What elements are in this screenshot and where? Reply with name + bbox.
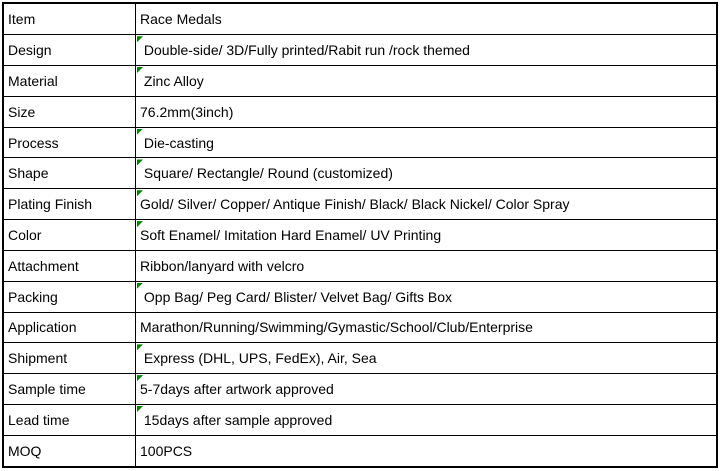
row-value: Double-side/ 3D/Fully printed/Rabit run …: [135, 34, 718, 67]
row-label: Item: [2, 2, 136, 36]
row-label: MOQ: [2, 434, 136, 468]
table-row: Application Marathon/Running/Swimming/Gym…: [2, 311, 718, 344]
row-value-text: Gold/ Silver/ Copper/ Antique Finish/ Bl…: [140, 196, 570, 213]
row-value-text: Square/ Rectangle/ Round (customized): [140, 165, 393, 182]
table-row: Process Die-casting: [2, 126, 718, 159]
row-label: Packing: [2, 280, 136, 313]
table-row: Sample time 5-7days after artwork approve…: [2, 373, 718, 405]
row-value: Race Medals: [135, 2, 718, 36]
row-label: Design: [2, 34, 136, 67]
cell-corner-flag-icon: [137, 190, 143, 197]
row-value: Gold/ Silver/ Copper/ Antique Finish/ Bl…: [135, 188, 718, 221]
table-row: Packing Opp Bag/ Peg Card/ Blister/ Velv…: [2, 280, 718, 313]
cell-corner-flag-icon: [137, 128, 143, 135]
table-row: Color Soft Enamel/ Imitation Hard Enamel/…: [2, 219, 718, 251]
cell-corner-flag-icon: [137, 221, 143, 228]
row-value-text: Zinc Alloy: [140, 72, 204, 89]
row-value: 5-7days after artwork approved: [135, 373, 718, 405]
row-label: Shape: [2, 157, 136, 190]
row-value-text: Opp Bag/ Peg Card/ Blister/ Velvet Bag/ …: [140, 288, 453, 305]
row-value-text: Express (DHL, UPS, FedEx), Air, Sea: [140, 350, 377, 367]
table-row: Material Zinc Alloy: [2, 65, 718, 97]
row-value-text: Ribbon/lanyard with velcro: [140, 257, 305, 274]
row-value: Marathon/Running/Swimming/Gymastic/Schoo…: [135, 311, 718, 344]
table-row: Lead time 15days after sample approved: [2, 403, 718, 436]
row-value: Ribbon/lanyard with velcro: [135, 249, 718, 282]
row-label: Size: [2, 95, 136, 128]
row-label: Sample time: [2, 373, 136, 405]
row-label: Shipment: [2, 342, 136, 375]
row-value-text: Soft Enamel/ Imitation Hard Enamel/ UV P…: [140, 227, 442, 243]
table-row: Attachment Ribbon/lanyard with velcro: [2, 249, 718, 282]
row-value-text: Double-side/ 3D/Fully printed/Rabit run …: [140, 42, 470, 59]
cell-corner-flag-icon: [137, 405, 143, 412]
table-row: Shape Square/ Rectangle/ Round (customiz…: [2, 157, 718, 190]
row-value: Express (DHL, UPS, FedEx), Air, Sea: [135, 342, 718, 375]
row-label: Lead time: [2, 403, 136, 436]
row-value: 15days after sample approved: [135, 403, 718, 436]
row-value-text: 76.2mm(3inch): [140, 103, 234, 120]
cell-corner-flag-icon: [137, 344, 143, 351]
row-label: Process: [2, 126, 136, 159]
cell-corner-flag-icon: [137, 282, 143, 289]
row-value-text: Race Medals: [140, 11, 222, 28]
row-label: Material: [2, 65, 136, 97]
table-row: Design Double-side/ 3D/Fully printed/Rab…: [2, 34, 718, 67]
row-label: Application: [2, 311, 136, 344]
row-value: Zinc Alloy: [135, 65, 718, 97]
cell-corner-flag-icon: [137, 67, 143, 74]
row-value: Die-casting: [135, 126, 718, 159]
row-label: Color: [2, 219, 136, 251]
row-value-text: Die-casting: [140, 134, 214, 151]
row-value: 76.2mm(3inch): [135, 95, 718, 128]
row-value-text: Marathon/Running/Swimming/Gymastic/Schoo…: [140, 319, 533, 336]
table-row: MOQ 100PCS: [2, 434, 718, 468]
table-row: Size 76.2mm(3inch): [2, 95, 718, 128]
cell-corner-flag-icon: [137, 159, 143, 166]
row-label: Plating Finish: [2, 188, 136, 221]
row-value-text: 100PCS: [140, 442, 193, 459]
table-row: Item Race Medals: [2, 2, 718, 36]
row-value-text: 15days after sample approved: [140, 411, 333, 428]
table-row: Shipment Express (DHL, UPS, FedEx), Air,…: [2, 342, 718, 375]
row-value: Opp Bag/ Peg Card/ Blister/ Velvet Bag/ …: [135, 280, 718, 313]
row-value: Soft Enamel/ Imitation Hard Enamel/ UV P…: [135, 219, 718, 251]
table-row: Plating Finish Gold/ Silver/ Copper/ Anti…: [2, 188, 718, 221]
cell-corner-flag-icon: [137, 36, 143, 43]
row-value: Square/ Rectangle/ Round (customized): [135, 157, 718, 190]
row-value-text: 5-7days after artwork approved: [140, 381, 334, 398]
row-value: 100PCS: [135, 434, 718, 468]
cell-corner-flag-icon: [137, 375, 143, 382]
row-label: Attachment: [2, 249, 136, 282]
